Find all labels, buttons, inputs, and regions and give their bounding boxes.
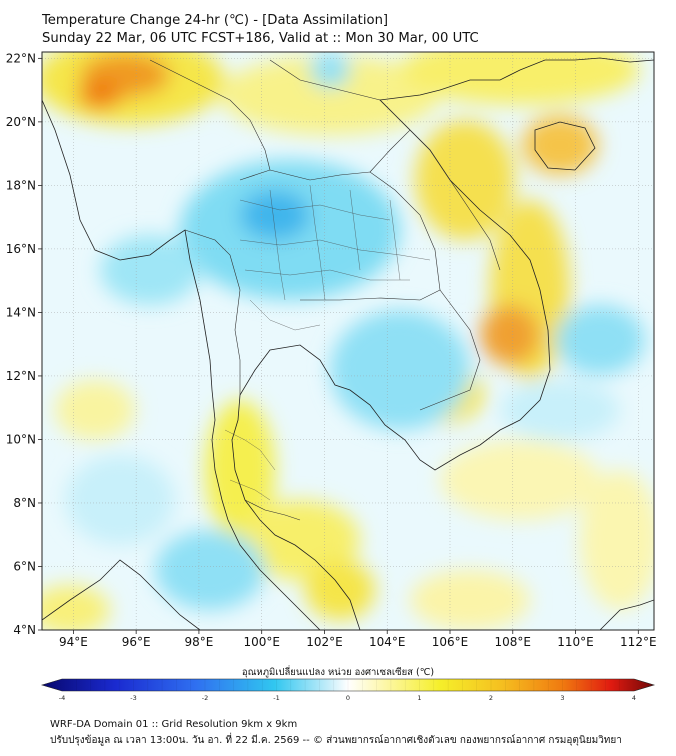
coast-sumatra [42,559,201,630]
colorbar-tick-label: -4 [59,694,65,702]
footer-credit: ปรับปรุงข้อมูล ณ เวลา 13:00น. วัน อา. ที… [50,735,622,746]
colorbar-title: อุณหภูมิเปลี่ยนแปลง หน่วย องศาเซลเซียส (… [241,667,435,678]
colorbar-tick-label: 2 [489,694,493,702]
lon-tick-label: 106°E [432,635,469,649]
lon-tick-label: 110°E [557,635,594,649]
coast-vietnam-north [439,57,654,91]
colorbar-tick-label: 1 [417,694,421,702]
coast-peninsula-west [211,439,321,630]
map-subtitle: Sunday 22 Mar, 06 UTC FCST+186, Valid at… [42,31,479,46]
colorbar-tick-label: -2 [202,694,208,702]
lat-tick-label: 14°N [6,305,36,319]
longitude-axis: 94°E 96°E 98°E 100°E 102°E 104°E 106°E 108°E 110… [59,630,657,649]
lon-tick-label: 98°E [184,635,213,649]
border-china-laos-vietnam [269,59,411,131]
lat-tick-label: 10°N [6,432,36,446]
colorbar-ticks: -4 -3 -2 -1 0 1 2 3 4 [59,679,636,702]
plot-frame [41,51,655,631]
lat-tick-label: 6°N [13,559,36,573]
coast-myanmar-west [42,99,216,441]
colorbar-tick-label: -1 [273,694,279,702]
temperature-field [42,52,654,630]
lat-tick-label: 16°N [6,242,36,256]
colorbar: -4 -3 -2 -1 0 1 2 3 4 [40,678,656,702]
lon-tick-label: 102°E [306,635,343,649]
latitude-axis: 22°N 20°N 18°N 16°N 14°N 12°N 10°N 8°N 6°N 4°N [6,51,42,637]
coast-hainan [534,121,596,171]
coast-peninsula-east [231,394,361,630]
map-title: Temperature Change 24-hr (℃) - [Data Ass… [42,13,389,28]
border-thailand-malaysia [244,499,301,521]
colorbar-tick-label: 3 [560,694,564,702]
lon-tick-label: 112°E [620,635,657,649]
lon-tick-label: 100°E [243,635,280,649]
national-borders [149,59,501,521]
lat-tick-label: 8°N [13,496,36,510]
lon-tick-label: 104°E [369,635,406,649]
coast-borneo-hint [599,599,654,630]
lat-tick-label: 20°N [6,115,36,129]
lat-tick-label: 4°N [13,623,36,637]
colorbar-tick-label: -3 [130,694,136,702]
lat-tick-label: 12°N [6,369,36,383]
lat-tick-label: 18°N [6,178,36,192]
border-china-myanmar [149,59,271,171]
colorbar-bar [40,678,656,692]
coastlines [42,57,654,630]
border-thailand-cambodia [300,289,481,411]
border-myanmar-thailand [184,229,241,395]
gridlines [42,52,654,630]
border-laos-vietnam [369,129,501,271]
lat-tick-label: 22°N [6,51,36,65]
province-boundaries [224,184,431,501]
colorbar-tick-label: 4 [632,694,636,702]
lon-tick-label: 96°E [122,635,151,649]
lon-tick-label: 108°E [495,635,532,649]
colorbar-tick-label: 0 [346,694,350,702]
lon-tick-label: 94°E [59,635,88,649]
footer-model-info: WRF-DA Domain 01 :: Grid Resolution 9km … [50,719,298,730]
